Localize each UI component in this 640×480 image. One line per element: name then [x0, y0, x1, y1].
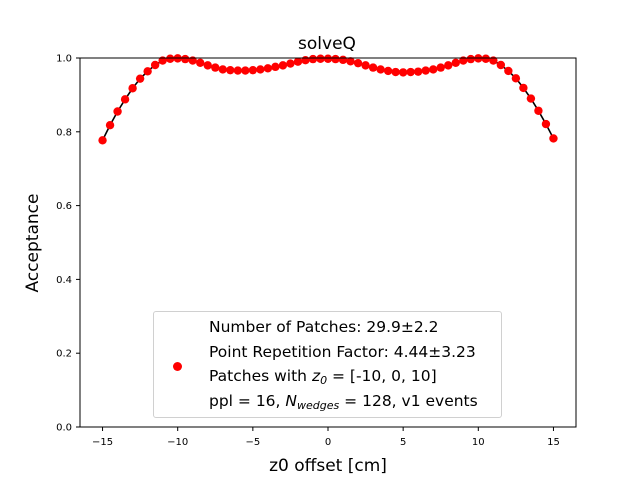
- data-point: [451, 58, 460, 67]
- data-point: [466, 54, 475, 64]
- x-tick-label: −10: [167, 437, 188, 448]
- plot-frame: [79, 57, 577, 428]
- y-tick-label: 0.6: [56, 201, 72, 212]
- data-point: [165, 54, 175, 63]
- data-point: [143, 67, 152, 76]
- data-point: [353, 58, 363, 68]
- data-point: [361, 61, 370, 70]
- data-point: [436, 63, 445, 72]
- data-point: [248, 65, 258, 75]
- y-tick-label: 0.8: [56, 127, 72, 138]
- data-point: [526, 94, 536, 103]
- data-point: [338, 55, 348, 65]
- x-tick-label: 15: [547, 437, 560, 448]
- y-tick-label: 0.4: [56, 275, 72, 286]
- data-point: [519, 83, 528, 93]
- legend-line-repetition: Point Repetition Factor: 4.44±3.23: [209, 342, 476, 361]
- y-tick-label: 1.0: [56, 54, 72, 65]
- data-point: [368, 63, 378, 72]
- data-point: [481, 54, 491, 63]
- data-point: [181, 54, 190, 64]
- x-tick-label: 10: [472, 437, 485, 448]
- data-point: [241, 66, 250, 75]
- data-point: [496, 60, 506, 70]
- data-point: [128, 84, 137, 93]
- x-tick-label: 0: [325, 437, 331, 448]
- data-point: [413, 67, 423, 76]
- data-point: [263, 64, 273, 73]
- data-point: [429, 65, 438, 74]
- legend: Number of Patches: 29.9±2.2 Point Repeti…: [153, 311, 502, 418]
- data-point: [286, 59, 295, 68]
- x-tick-label: −15: [92, 437, 113, 448]
- series-line: [101, 57, 555, 141]
- data-point: [331, 54, 340, 64]
- data-point: [541, 119, 551, 129]
- data-point: [308, 54, 318, 64]
- x-tick-label: −5: [245, 437, 260, 448]
- data-point: [534, 106, 543, 115]
- data-point: [218, 65, 227, 74]
- y-tick-label: 0.0: [56, 423, 72, 434]
- data-point: [293, 57, 303, 66]
- data-point: [98, 136, 107, 145]
- data-point: [323, 54, 333, 63]
- data-point: [406, 67, 415, 77]
- legend-line-patches: Number of Patches: 29.9±2.2: [209, 318, 439, 336]
- data-point: [383, 66, 393, 76]
- data-point: [211, 63, 220, 72]
- x-axis-label: z0 offset [cm]: [269, 456, 387, 476]
- x-tick-label: 5: [400, 437, 406, 448]
- data-point: [226, 65, 235, 75]
- data-point: [278, 61, 288, 70]
- data-point: [511, 74, 521, 83]
- data-point: [376, 65, 385, 74]
- data-point: [233, 66, 243, 75]
- data-point: [398, 68, 408, 77]
- data-point: [316, 54, 325, 63]
- data-point: [549, 134, 558, 143]
- legend-marker: [173, 362, 182, 371]
- y-tick-label: 0.2: [56, 349, 72, 360]
- legend-line-z0: Patches with z0 = [-10, 0, 10]: [209, 367, 437, 387]
- data-point: [271, 62, 280, 72]
- data-point: [346, 57, 355, 66]
- data-point: [203, 61, 212, 70]
- data-point: [105, 120, 115, 130]
- data-point: [120, 95, 130, 104]
- data-point: [196, 58, 205, 67]
- chart-title: solveQ: [298, 34, 356, 54]
- data-point: [113, 107, 122, 116]
- data-point: [391, 67, 400, 77]
- data-point: [301, 56, 310, 65]
- data-point: [150, 60, 160, 70]
- data-point: [444, 61, 453, 70]
- y-axis-label: Acceptance: [23, 194, 43, 293]
- data-point: [256, 65, 265, 74]
- legend-line-ppl: ppl = 16, Nwedges = 128, v1 events: [209, 391, 478, 412]
- legend-text: Number of Patches: 29.9±2.2 Point Repeti…: [209, 315, 478, 413]
- data-point: [135, 74, 145, 83]
- data-point: [421, 66, 430, 75]
- data-point: [504, 66, 513, 76]
